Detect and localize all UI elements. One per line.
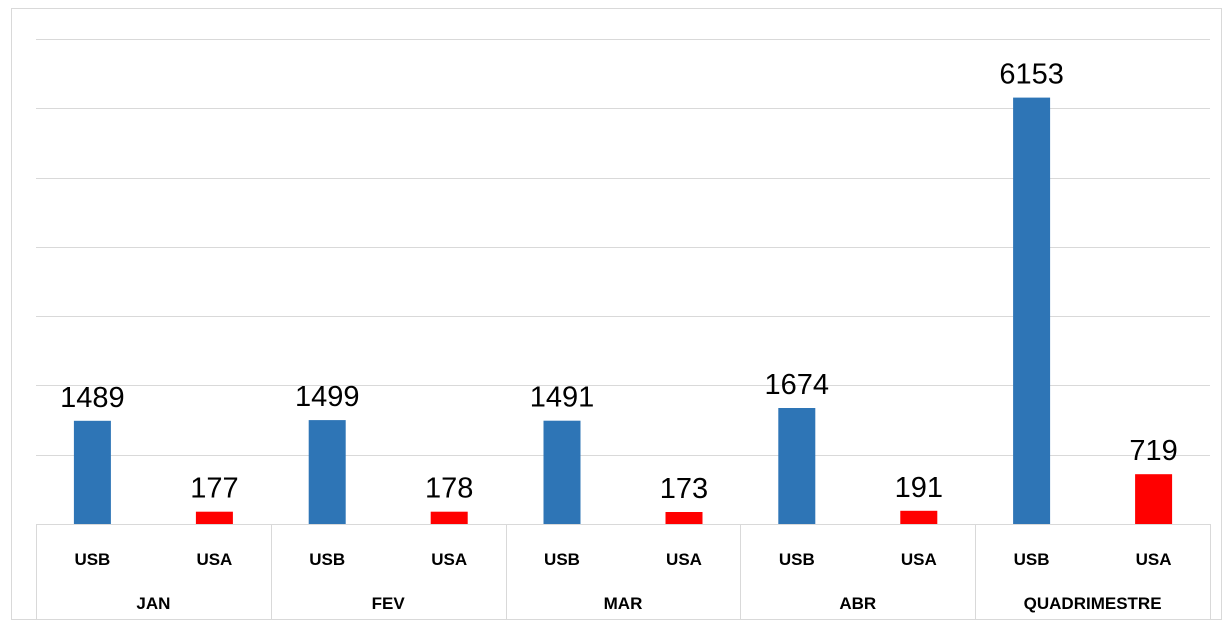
bar-usb-fev <box>308 420 346 524</box>
sub-category-label: USA <box>1136 550 1172 569</box>
category-label-abr: ABR <box>839 594 876 613</box>
sub-category-label: USA <box>901 550 937 569</box>
bar-usa-abr <box>900 510 938 524</box>
sub-category-label: USA <box>431 550 467 569</box>
data-labels: 1489 177 1499 178 1491 173 1674 191 6153 719 <box>60 59 1178 505</box>
data-label-usa-fev: 178 <box>425 473 473 505</box>
category-axis: USB USA JAN USB USA FEV USB USA MAR USB USA ABR USB U… <box>36 524 1211 620</box>
data-label-usa-mar: 173 <box>660 473 708 505</box>
data-label-usb-quadrimestre: 6153 <box>999 59 1064 91</box>
sub-category-label: USB <box>1014 550 1050 569</box>
sub-category-label: USB <box>74 550 110 569</box>
sub-category-label: USB <box>544 550 580 569</box>
data-label-usa-abr: 191 <box>895 472 943 504</box>
bar-usb-jan <box>73 420 111 524</box>
bar-usb-quadrimestre <box>1013 97 1051 524</box>
data-label-usa-quadrimestre: 719 <box>1129 435 1177 467</box>
sub-category-label: USA <box>666 550 702 569</box>
data-label-usb-fev: 1499 <box>295 381 360 413</box>
sub-category-label: USB <box>309 550 345 569</box>
data-label-usb-abr: 1674 <box>765 369 830 401</box>
data-label-usa-jan: 177 <box>190 473 238 505</box>
data-label-usb-mar: 1491 <box>530 382 595 414</box>
sub-category-label: USA <box>196 550 232 569</box>
category-label-quadrimestre: QUADRIMESTRE <box>1024 594 1162 613</box>
category-label-mar: MAR <box>604 594 643 613</box>
bar-usa-mar <box>665 512 703 524</box>
category-label-jan: JAN <box>136 594 170 613</box>
sub-category-label: USB <box>779 550 815 569</box>
bar-usb-mar <box>543 420 581 524</box>
bar-usa-jan <box>195 511 233 524</box>
bar-usa-fev <box>430 511 468 524</box>
data-label-usb-jan: 1489 <box>60 382 125 414</box>
category-label-fev: FEV <box>372 594 406 613</box>
bar-usb-abr <box>778 408 816 524</box>
bar-usa-quadrimestre <box>1135 474 1173 524</box>
bars <box>73 97 1173 524</box>
